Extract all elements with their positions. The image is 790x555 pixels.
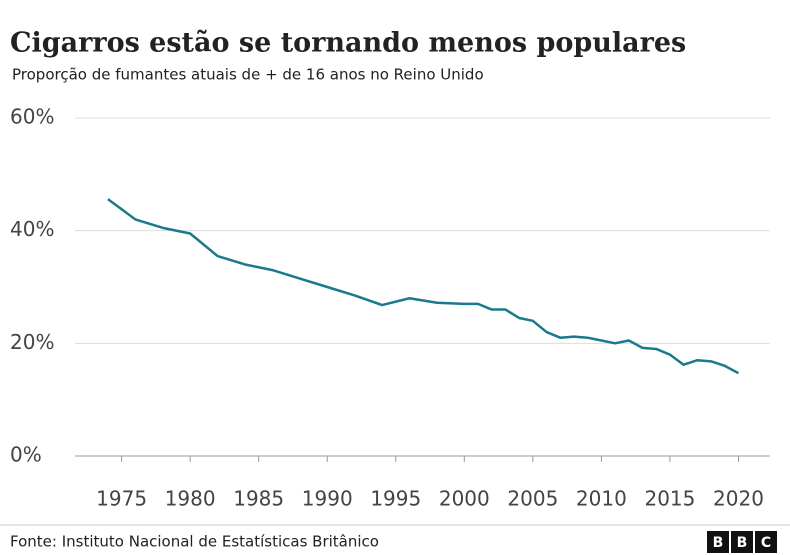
x-tick-label: 1980 bbox=[165, 487, 216, 511]
x-tick-label: 2020 bbox=[713, 487, 764, 511]
chart-subtitle: Proporção de fumantes atuais de + de 16 … bbox=[12, 66, 484, 84]
y-tick-label: 20% bbox=[10, 330, 54, 354]
source: Fonte: Instituto Nacional de Estatística… bbox=[10, 533, 379, 551]
x-tick-label: 1995 bbox=[370, 487, 421, 511]
x-tick-label: 2005 bbox=[507, 487, 558, 511]
logo-box bbox=[731, 531, 753, 553]
x-tick-label: 2015 bbox=[644, 487, 695, 511]
logo-letter: B bbox=[737, 535, 748, 551]
chart-title: Cigarros estão se tornando menos popular… bbox=[10, 28, 686, 59]
x-tick-label: 1990 bbox=[302, 487, 353, 511]
logo-letter: B bbox=[713, 535, 724, 551]
logo-box bbox=[755, 531, 777, 553]
y-tick-label: 60% bbox=[10, 105, 54, 129]
y-tick-label: 0% bbox=[10, 443, 42, 467]
x-tick-label: 1985 bbox=[233, 487, 284, 511]
logo-box bbox=[707, 531, 729, 553]
x-tick-label: 1975 bbox=[96, 487, 147, 511]
y-tick-label: 40% bbox=[10, 217, 54, 241]
logo-letter: C bbox=[761, 535, 771, 551]
x-tick-label: 2010 bbox=[576, 487, 627, 511]
x-tick-label: 2000 bbox=[439, 487, 490, 511]
line bbox=[107, 198, 740, 375]
